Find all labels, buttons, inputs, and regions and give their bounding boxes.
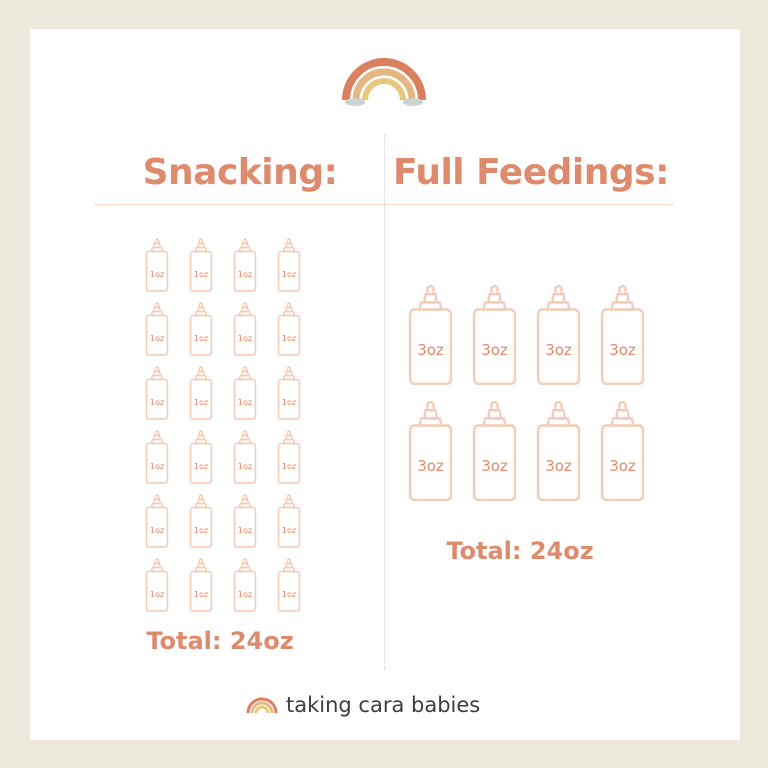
bottle-label: 1oz: [193, 590, 209, 600]
baby-bottle-icon: 3oz: [535, 284, 582, 386]
bottle-label: 1oz: [237, 590, 253, 600]
baby-bottle-icon: 1oz: [233, 558, 257, 612]
bottle-label: 1oz: [281, 526, 297, 536]
baby-bottle-icon: 1oz: [277, 238, 301, 292]
bottle-label: 3oz: [545, 341, 572, 360]
rainbow-icon: [342, 58, 426, 106]
bottle-label: 3oz: [609, 457, 636, 476]
baby-bottle-icon: 1oz: [233, 238, 257, 292]
snacking-total: Total: 24oz: [146, 627, 294, 655]
baby-bottle-icon: 1oz: [189, 366, 213, 420]
baby-bottle-icon: 1oz: [233, 302, 257, 356]
full-feedings-heading: Full Feedings:: [393, 152, 669, 193]
baby-bottle-icon: 3oz: [407, 400, 454, 502]
baby-bottle-icon: 3oz: [535, 400, 582, 502]
baby-bottle-icon: 1oz: [233, 366, 257, 420]
brand-name: taking cara babies: [286, 693, 481, 717]
baby-bottle-icon: 3oz: [599, 400, 646, 502]
bottle-label: 1oz: [281, 462, 297, 472]
bottle-label: 1oz: [193, 398, 209, 408]
baby-bottle-icon: 1oz: [189, 238, 213, 292]
snacking-heading: Snacking:: [142, 152, 338, 193]
bottle-label: 1oz: [281, 270, 297, 280]
baby-bottle-icon: 1oz: [189, 558, 213, 612]
bottle-label: 1oz: [281, 334, 297, 344]
bottle-label: 1oz: [149, 590, 165, 600]
bottle-label: 1oz: [237, 334, 253, 344]
baby-bottle-icon: 1oz: [145, 558, 169, 612]
bottle-label: 1oz: [281, 590, 297, 600]
baby-bottle-icon: 1oz: [277, 366, 301, 420]
bottle-label: 3oz: [481, 341, 508, 360]
baby-bottle-icon: 1oz: [145, 430, 169, 484]
baby-bottle-icon: 1oz: [145, 238, 169, 292]
bottle-label: 3oz: [481, 457, 508, 476]
baby-bottle-icon: 3oz: [599, 284, 646, 386]
bottle-label: 1oz: [281, 398, 297, 408]
bottle-label: 1oz: [237, 462, 253, 472]
bottle-label: 1oz: [193, 462, 209, 472]
baby-bottle-icon: 1oz: [145, 494, 169, 548]
baby-bottle-icon: 1oz: [277, 494, 301, 548]
baby-bottle-icon: 1oz: [189, 302, 213, 356]
baby-bottle-icon: 1oz: [277, 558, 301, 612]
bottle-label: 3oz: [609, 341, 636, 360]
column-divider: [384, 135, 385, 670]
bottle-label: 1oz: [193, 526, 209, 536]
bottle-label: 1oz: [193, 334, 209, 344]
baby-bottle-icon: 3oz: [471, 284, 518, 386]
baby-bottle-icon: 1oz: [233, 430, 257, 484]
baby-bottle-icon: 1oz: [277, 430, 301, 484]
baby-bottle-icon: 1oz: [277, 302, 301, 356]
baby-bottle-icon: 1oz: [189, 494, 213, 548]
baby-bottle-icon: 3oz: [471, 400, 518, 502]
bottle-label: 1oz: [149, 462, 165, 472]
baby-bottle-icon: 1oz: [145, 302, 169, 356]
bottle-label: 1oz: [149, 270, 165, 280]
bottle-label: 1oz: [237, 270, 253, 280]
bottle-label: 3oz: [417, 457, 444, 476]
baby-bottle-icon: 1oz: [145, 366, 169, 420]
bottle-label: 1oz: [237, 398, 253, 408]
bottle-label: 1oz: [149, 526, 165, 536]
baby-bottle-icon: 1oz: [233, 494, 257, 548]
bottle-label: 1oz: [149, 398, 165, 408]
bottle-label: 3oz: [417, 341, 444, 360]
full-feedings-total: Total: 24oz: [446, 537, 594, 565]
bottle-label: 1oz: [193, 270, 209, 280]
baby-bottle-icon: 3oz: [407, 284, 454, 386]
bottle-label: 1oz: [149, 334, 165, 344]
heading-divider: [95, 204, 673, 205]
brand-footer: taking cara babies: [246, 690, 536, 720]
rainbow-icon: [246, 697, 278, 714]
bottle-label: 3oz: [545, 457, 572, 476]
bottle-label: 1oz: [237, 526, 253, 536]
baby-bottle-icon: 1oz: [189, 430, 213, 484]
